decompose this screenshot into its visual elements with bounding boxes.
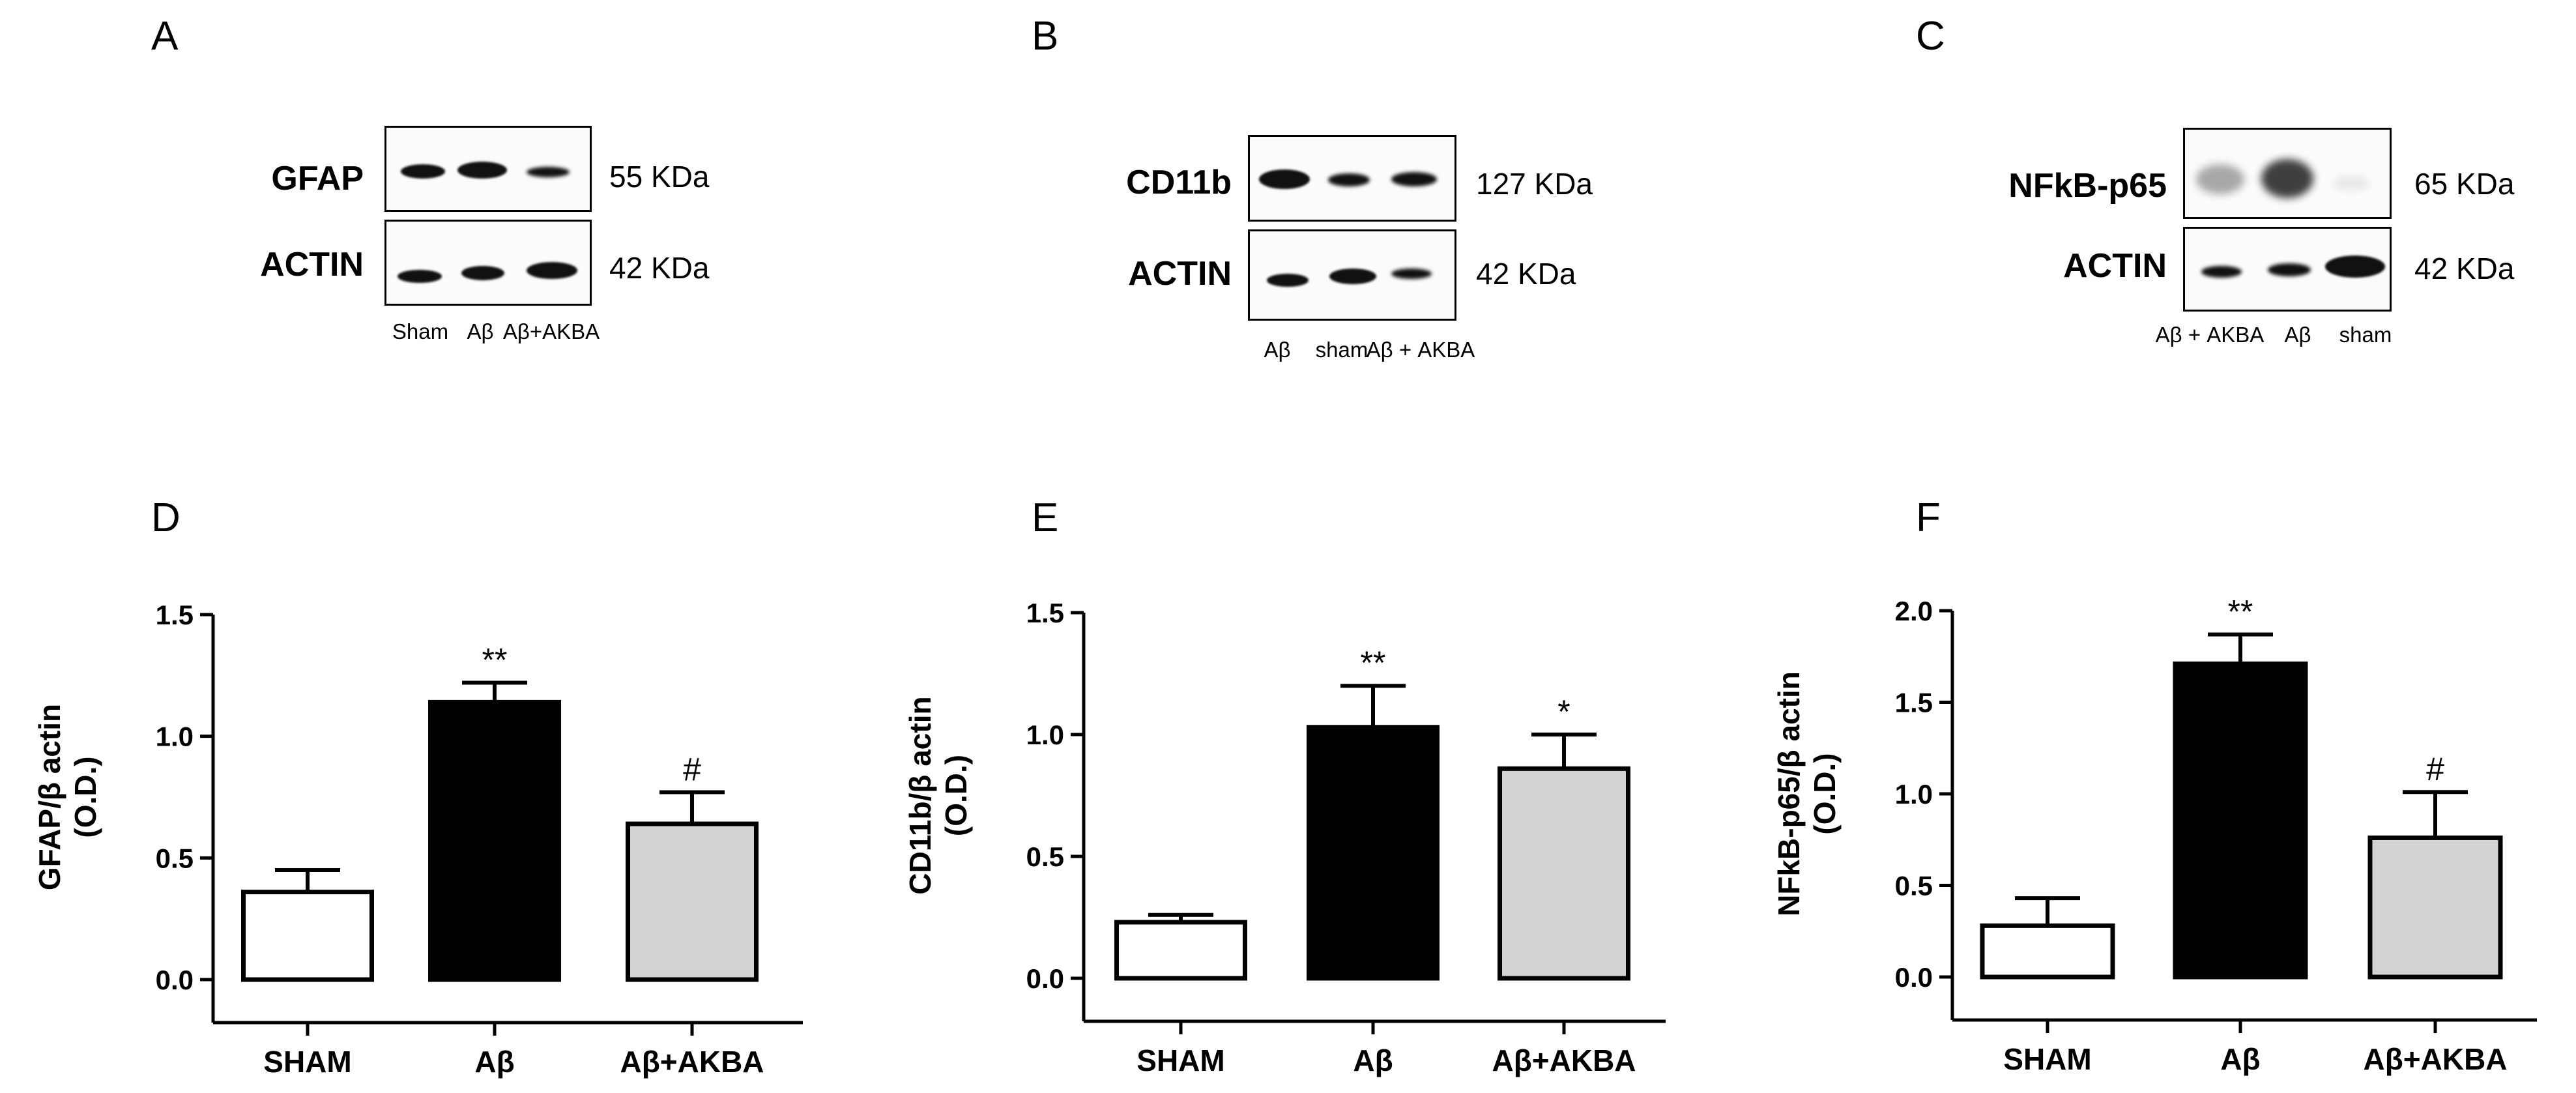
significance-marker: ** [1361, 645, 1386, 681]
kda-gfap: 55 KDa [609, 160, 710, 194]
significance-marker: * [1557, 693, 1570, 730]
blot-band [2268, 263, 2311, 276]
y-tick-label: 1.0 [1026, 720, 1064, 750]
kda-actin-c: 42 KDa [2414, 252, 2515, 285]
lane-label: Aβ + AKBA [1366, 338, 1475, 362]
bar [1498, 766, 1630, 981]
panel-letter-d: D [151, 495, 181, 540]
lane-label: Sham [392, 319, 449, 343]
y-tick-label: 0.5 [156, 843, 194, 873]
x-tick-label: Aβ [1353, 1043, 1393, 1077]
kda-cd11b: 127 KDa [1476, 167, 1593, 201]
x-tick-label: SHAM [2003, 1042, 2091, 1076]
blot-band [1329, 269, 1376, 284]
y-axis-label-unit: (O.D.) [68, 756, 102, 838]
lane-label: Aβ + AKBA [2155, 323, 2265, 347]
lane-label: Aβ [1264, 338, 1291, 362]
bar [241, 890, 374, 982]
bar [428, 699, 561, 982]
y-axis-label: NFkB-p65/β actin [1772, 671, 1806, 916]
x-tick-label: Aβ+AKBA [2363, 1042, 2507, 1076]
kda-actin-b: 42 KDa [1476, 257, 1576, 291]
kda-actin-a: 42 KDa [609, 251, 710, 285]
blot-band [2333, 176, 2369, 190]
bar [1114, 920, 1247, 981]
y-tick-label: 1.0 [156, 721, 194, 752]
bar [2173, 661, 2308, 980]
bar [1307, 725, 1440, 981]
bar [626, 821, 759, 982]
blot-band [461, 266, 504, 280]
lane-label: Aβ [467, 319, 494, 343]
blot-band [1259, 169, 1310, 189]
y-axis-label: CD11b/β actin [903, 696, 937, 894]
blot-label-actin-a: ACTIN [260, 246, 364, 284]
panel-letter-b: B [1032, 14, 1059, 59]
significance-marker: ** [2228, 594, 2253, 630]
blot-band [527, 262, 577, 279]
y-axis-label: GFAP/β actin [33, 704, 66, 890]
blot-band [398, 270, 442, 283]
significance-marker: # [683, 751, 701, 788]
blot-band [2325, 255, 2385, 278]
blot-band [527, 167, 570, 177]
y-tick-label: 0.5 [1026, 841, 1064, 872]
x-tick-label: Aβ+AKBA [620, 1045, 764, 1079]
panel-letter-e: E [1032, 495, 1058, 540]
panel-letter-f: F [1916, 495, 1941, 540]
x-tick-label: SHAM [1136, 1043, 1224, 1077]
y-tick-label: 1.5 [1026, 598, 1064, 628]
blot-band [1328, 173, 1370, 186]
blot-band [2196, 164, 2244, 194]
panel-letter-a: A [151, 14, 179, 59]
significance-marker: ** [482, 642, 508, 678]
blot-band [1391, 172, 1437, 186]
lane-label: sham [1315, 338, 1368, 362]
y-tick-label: 0.0 [1026, 963, 1064, 994]
lane-label: sham [2339, 323, 2392, 347]
y-axis-label-unit: (O.D.) [1808, 753, 1842, 834]
blot-band [2201, 266, 2242, 278]
blot-label-actin-b: ACTIN [1128, 255, 1232, 293]
blot-label-cd11b: CD11b [1126, 164, 1232, 201]
lane-label: Aβ [2284, 323, 2311, 347]
x-tick-label: Aβ [474, 1045, 514, 1079]
blot-label-gfap: GFAP [271, 160, 364, 197]
kda-nfkb-p65: 65 KDa [2414, 167, 2515, 201]
panel-letter-c: C [1916, 14, 1945, 59]
y-tick-label: 1.5 [1895, 688, 1933, 718]
y-tick-label: 1.5 [156, 600, 194, 630]
blot-band [401, 164, 445, 179]
bar [2367, 835, 2503, 980]
y-tick-label: 0.0 [1895, 962, 1933, 993]
blot-band [2261, 159, 2313, 198]
x-tick-label: SHAM [263, 1045, 351, 1079]
blot-band [1267, 274, 1309, 287]
significance-marker: # [2426, 751, 2444, 787]
blot-label-actin-c: ACTIN [2063, 247, 2167, 285]
x-tick-label: Aβ+AKBA [1492, 1043, 1636, 1077]
y-tick-label: 2.0 [1895, 596, 1933, 626]
blot-band [457, 162, 507, 179]
y-tick-label: 0.0 [156, 965, 194, 995]
lane-label: Aβ+AKBA [502, 319, 600, 343]
y-tick-label: 1.0 [1895, 779, 1933, 809]
y-tick-label: 0.5 [1895, 871, 1933, 901]
blot-band [1391, 269, 1432, 279]
blot-label-nfkb-p65: NFkB-p65 [2008, 167, 2167, 205]
bar [1980, 923, 2115, 980]
x-tick-label: Aβ [2220, 1042, 2260, 1076]
y-axis-label-unit: (O.D.) [939, 755, 973, 836]
